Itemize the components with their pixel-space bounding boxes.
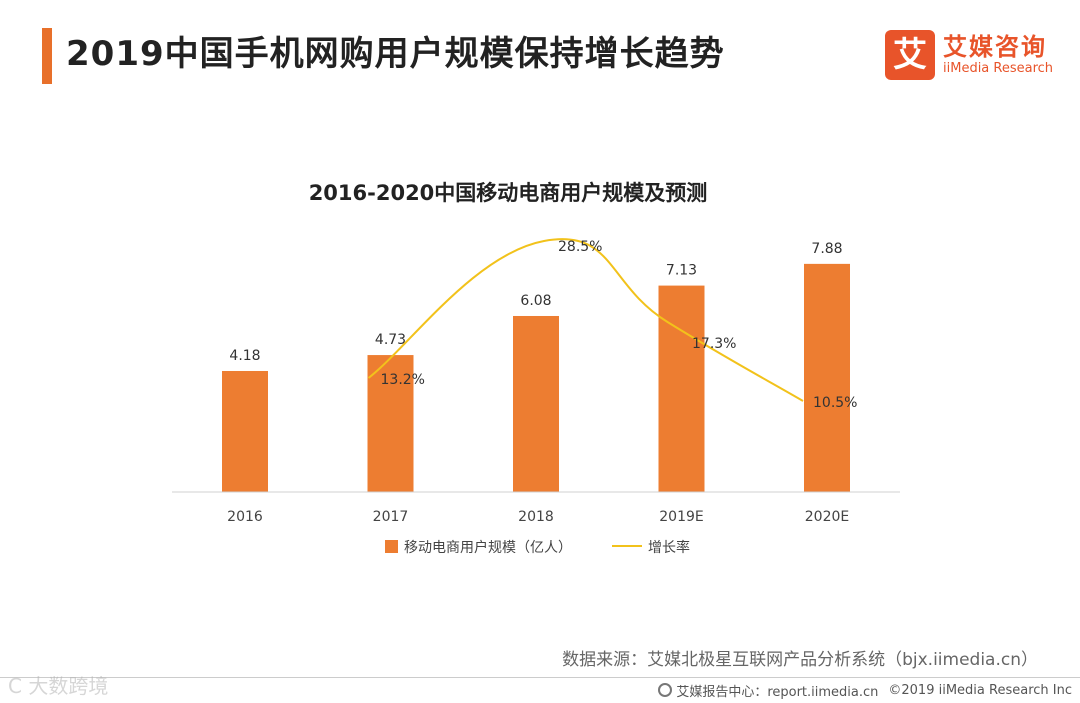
x-tick-2019E: 2019E [659, 509, 703, 525]
logo-name-cn: 艾媒咨询 [943, 33, 1047, 61]
chart-legend: 移动电商用户规模（亿人） 增长率 [385, 539, 690, 556]
legend-bar-label: 移动电商用户规模（亿人） [404, 539, 572, 556]
growth-chart: 2016-2020中国移动电商用户规模及预测 4.18 4.73 6.08 7.13 7… [172, 181, 900, 556]
x-tick-2016: 2016 [227, 509, 263, 525]
bar-2019E [658, 285, 705, 492]
iimedia-logo: 艾 艾媒咨询 iiMedia Research [885, 28, 1053, 82]
globe-icon [658, 683, 673, 697]
x-tick-labels: 2016 2017 2018 2019E 2020E [227, 509, 849, 525]
bar-value-label-2018: 6.08 [520, 293, 551, 309]
bar-2020E [804, 263, 850, 492]
legend-line-label: 增长率 [648, 539, 690, 556]
bar-value-label-2019E: 7.13 [666, 263, 697, 279]
bar-2017 [367, 355, 414, 492]
logo-mark-icon: 艾 [885, 30, 935, 80]
x-tick-2017: 2017 [373, 509, 409, 525]
bar-2016 [222, 370, 268, 492]
footer-bar: 艾媒报告中心：report.iimedia.cn ©2019 iiMedia R… [658, 680, 1072, 700]
bar-2018 [513, 315, 559, 492]
watermark: C 大数跨境 [8, 674, 109, 698]
x-tick-2020E: 2020E [805, 509, 849, 525]
legend-bar-swatch [385, 540, 398, 553]
copyright: ©2019 iiMedia Research Inc [888, 682, 1072, 698]
growth-label-2018: 28.5% [558, 239, 602, 255]
growth-label-2020E: 10.5% [813, 395, 857, 411]
bars-layer: 4.18 4.73 6.08 7.13 7.88 [222, 241, 850, 492]
title-accent-bar [42, 28, 52, 84]
growth-label-2017: 13.2% [381, 372, 425, 388]
growth-line-layer: 13.2% 28.5% 17.3% 10.5% [367, 238, 857, 411]
x-tick-2018: 2018 [518, 509, 554, 525]
page-title: 2019中国手机网购用户规模保持增长趋势 [66, 34, 725, 74]
growth-rate-line [367, 238, 804, 402]
bar-value-label-2020E: 7.88 [811, 241, 842, 257]
bar-value-label-2016: 4.18 [229, 348, 260, 364]
logo-name-en: iiMedia Research [943, 61, 1054, 76]
logo-text: 艾媒咨询 iiMedia Research [943, 33, 1053, 77]
data-source-note: 数据来源：艾媒北极星互联网产品分析系统（bjx.iimedia.cn） [562, 650, 1038, 670]
chart-title: 2016-2020中国移动电商用户规模及预测 [309, 181, 708, 205]
bar-value-label-2017: 4.73 [375, 332, 406, 348]
footer-divider [0, 677, 1080, 678]
growth-label-2019E: 17.3% [692, 336, 736, 352]
report-center-link[interactable]: 艾媒报告中心：report.iimedia.cn [676, 684, 879, 700]
